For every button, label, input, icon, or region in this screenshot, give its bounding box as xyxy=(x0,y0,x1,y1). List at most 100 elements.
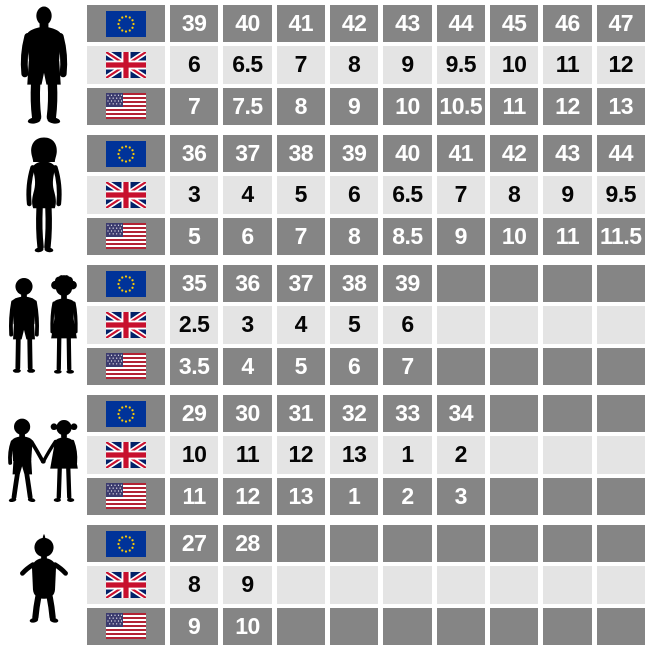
size-cell-women-eu-6: 42 xyxy=(489,135,539,173)
size-cell-men-us-0: 7 xyxy=(170,87,219,125)
size-group-women: 36 37 38 39 40 41 42 43 44 3 4 5 6 6.5 7 8 9 9.5 5 6 7 8 8.5 9 1… xyxy=(0,135,650,255)
size-group-toddler: 27 28 8 9 9 10 xyxy=(0,525,650,645)
size-cell-women-us-7: 11 xyxy=(543,217,592,255)
size-cell-women-eu-5: 41 xyxy=(436,135,485,173)
size-cell-toddler-uk-1: 9 xyxy=(223,566,272,604)
size-cell-men-eu-1: 40 xyxy=(223,5,272,43)
size-cell-children-eu-8 xyxy=(596,265,645,303)
size-cell-men-us-7: 12 xyxy=(543,87,592,125)
size-cell-women-us-8: 11.5 xyxy=(596,217,645,255)
size-cell-men-us-1: 7.5 xyxy=(223,87,272,125)
size-cell-men-eu-0: 39 xyxy=(170,5,219,43)
size-cell-toddler-us-2 xyxy=(276,607,325,645)
size-cell-young-children-us-5: 3 xyxy=(436,477,485,515)
size-cell-toddler-eu-6 xyxy=(489,525,539,563)
size-cell-children-us-1: 4 xyxy=(223,347,272,385)
size-cell-young-children-us-8 xyxy=(596,477,645,515)
size-cell-toddler-eu-8 xyxy=(596,525,645,563)
size-cell-toddler-us-5 xyxy=(436,607,485,645)
uk-flag-icon xyxy=(87,46,165,84)
size-cell-toddler-us-7 xyxy=(543,607,592,645)
size-cell-toddler-eu-3 xyxy=(329,525,379,563)
eu-flag-icon xyxy=(87,265,165,303)
size-cell-men-uk-5: 9.5 xyxy=(436,46,485,84)
size-cell-toddler-us-3 xyxy=(329,607,379,645)
size-cell-women-us-5: 9 xyxy=(436,217,485,255)
size-cell-children-us-8 xyxy=(596,347,645,385)
size-cell-women-eu-4: 40 xyxy=(383,135,432,173)
size-cell-toddler-eu-2 xyxy=(276,525,325,563)
size-cell-young-children-eu-5: 34 xyxy=(436,395,485,433)
children-silhouette-icon xyxy=(0,265,87,385)
size-cell-children-uk-5 xyxy=(436,306,485,344)
size-row-men-us: 7 7.5 8 9 10 10.5 11 12 13 xyxy=(87,87,645,125)
size-group-children: 35 36 37 38 39 2.5 3 4 5 6 3.5 4 5 6 7 xyxy=(0,265,650,385)
size-cell-toddler-eu-1: 28 xyxy=(223,525,272,563)
size-cell-young-children-uk-4: 1 xyxy=(383,436,432,474)
size-cell-children-eu-7 xyxy=(543,265,592,303)
size-cell-toddler-us-0: 9 xyxy=(170,607,219,645)
size-cell-toddler-eu-0: 27 xyxy=(170,525,219,563)
size-cell-men-us-3: 9 xyxy=(329,87,379,125)
size-cell-men-uk-1: 6.5 xyxy=(223,46,272,84)
size-cell-men-eu-2: 41 xyxy=(276,5,325,43)
size-rows-men: 39 40 41 42 43 44 45 46 47 6 6.5 7 8 9 9.5 10 11 12 7 7.5 8 9… xyxy=(87,5,645,125)
size-cell-children-us-5 xyxy=(436,347,485,385)
size-cell-young-children-uk-7 xyxy=(543,436,592,474)
size-cell-young-children-uk-2: 12 xyxy=(276,436,325,474)
size-cell-men-eu-7: 46 xyxy=(543,5,592,43)
size-cell-toddler-uk-7 xyxy=(543,566,592,604)
size-cell-children-uk-6 xyxy=(489,306,539,344)
size-cell-women-us-0: 5 xyxy=(170,217,219,255)
size-cell-men-eu-5: 44 xyxy=(436,5,485,43)
size-cell-young-children-us-0: 11 xyxy=(170,477,219,515)
size-cell-children-eu-1: 36 xyxy=(223,265,272,303)
size-cell-children-us-7 xyxy=(543,347,592,385)
size-group-men: 39 40 41 42 43 44 45 46 47 6 6.5 7 8 9 9.5 10 11 12 7 7.5 8 9… xyxy=(0,5,650,125)
uk-flag-icon xyxy=(87,566,165,604)
size-row-toddler-us: 9 10 xyxy=(87,607,645,645)
size-cell-young-children-us-1: 12 xyxy=(223,477,272,515)
size-cell-men-eu-3: 42 xyxy=(329,5,379,43)
uk-flag-icon xyxy=(87,306,165,344)
size-cell-men-uk-4: 9 xyxy=(383,46,432,84)
size-cell-women-uk-0: 3 xyxy=(170,176,219,214)
us-flag-icon xyxy=(87,87,165,125)
size-cell-children-uk-8 xyxy=(596,306,645,344)
size-cell-young-children-eu-3: 32 xyxy=(329,395,379,433)
size-cell-toddler-uk-5 xyxy=(436,566,485,604)
size-cell-children-us-0: 3.5 xyxy=(170,347,219,385)
us-flag-icon xyxy=(87,607,165,645)
size-cell-men-eu-8: 47 xyxy=(596,5,645,43)
size-cell-women-uk-6: 8 xyxy=(489,176,539,214)
woman-silhouette-icon xyxy=(0,135,87,255)
size-cell-young-children-us-2: 13 xyxy=(276,477,325,515)
size-cell-men-uk-8: 12 xyxy=(596,46,645,84)
size-cell-women-eu-0: 36 xyxy=(170,135,219,173)
size-cell-women-uk-1: 4 xyxy=(223,176,272,214)
size-row-men-uk: 6 6.5 7 8 9 9.5 10 11 12 xyxy=(87,46,645,84)
size-cell-toddler-uk-2 xyxy=(276,566,325,604)
size-cell-young-children-eu-6 xyxy=(489,395,539,433)
young-children-silhouette-icon xyxy=(0,395,87,515)
size-cell-toddler-eu-4 xyxy=(383,525,432,563)
size-cell-young-children-eu-0: 29 xyxy=(170,395,219,433)
size-cell-toddler-eu-5 xyxy=(436,525,485,563)
size-cell-men-us-6: 11 xyxy=(489,87,539,125)
size-row-women-us: 5 6 7 8 8.5 9 10 11 11.5 xyxy=(87,217,645,255)
size-cell-children-uk-3: 5 xyxy=(329,306,379,344)
size-cell-toddler-uk-8 xyxy=(596,566,645,604)
size-cell-women-us-4: 8.5 xyxy=(383,217,432,255)
man-silhouette-icon xyxy=(0,5,87,125)
size-rows-children: 35 36 37 38 39 2.5 3 4 5 6 3.5 4 5 6 7 xyxy=(87,265,645,385)
size-cell-children-uk-1: 3 xyxy=(223,306,272,344)
size-cell-women-eu-3: 39 xyxy=(329,135,379,173)
size-cell-toddler-us-8 xyxy=(596,607,645,645)
size-cell-toddler-uk-4 xyxy=(383,566,432,604)
size-cell-children-uk-4: 6 xyxy=(383,306,432,344)
size-rows-toddler: 27 28 8 9 9 10 xyxy=(87,525,645,645)
size-row-toddler-eu: 27 28 xyxy=(87,525,645,563)
size-cell-children-eu-4: 39 xyxy=(383,265,432,303)
size-cell-men-uk-7: 11 xyxy=(543,46,592,84)
size-cell-young-children-uk-5: 2 xyxy=(436,436,485,474)
